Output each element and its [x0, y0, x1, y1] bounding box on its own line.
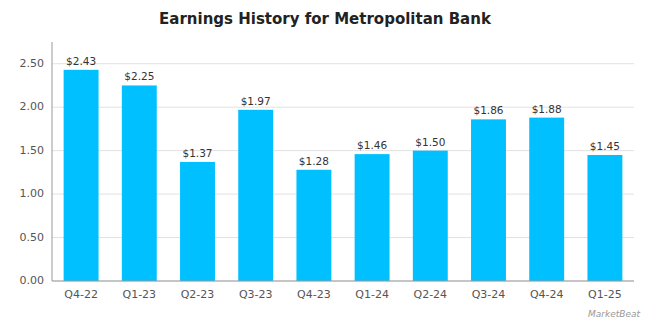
- x-tick-label: Q1-25: [588, 288, 622, 301]
- y-axis-line: [52, 42, 53, 281]
- data-label: $1.50: [415, 136, 445, 148]
- y-axis: 0.00 0.50 1.00 1.50 2.00 2.50: [20, 57, 635, 287]
- bar: [413, 151, 448, 281]
- bar: [238, 110, 273, 281]
- grid-line: [52, 63, 634, 64]
- bar: [355, 154, 390, 281]
- x-tick-label: Q1-24: [355, 288, 389, 301]
- bars: [64, 70, 623, 281]
- annotation: MarketBeat: [588, 309, 640, 319]
- y-tick-label: 1.50: [20, 144, 45, 157]
- bar: [122, 85, 157, 281]
- x-tick-label: Q4-22: [64, 288, 98, 301]
- x-tick-label: Q2-24: [413, 288, 447, 301]
- bar: [529, 118, 564, 281]
- x-tick-label: Q4-24: [530, 288, 564, 301]
- data-label: $1.46: [357, 139, 387, 151]
- data-label: $2.43: [66, 55, 96, 67]
- data-label: $1.37: [182, 147, 212, 159]
- x-tick-label: Q4-23: [297, 288, 331, 301]
- x-axis-line: [52, 281, 634, 282]
- data-label: $1.88: [532, 103, 562, 115]
- y-tick-label: 2.50: [20, 57, 45, 70]
- data-label: $2.25: [124, 70, 154, 82]
- x-tick-label: Q1-23: [122, 288, 156, 301]
- grid-line: [52, 281, 634, 282]
- data-labels: $2.43 $2.25 $1.37 $1.97 $1.28 $1.46 $1.50 $1.86…: [66, 55, 620, 167]
- x-tick-label: Q3-24: [472, 288, 506, 301]
- chart-container: Earnings History for Metropolitan Bank 0.…: [0, 0, 650, 325]
- y-tick-label: 0.00: [20, 274, 45, 287]
- x-tick-label: Q3-23: [239, 288, 273, 301]
- data-label: $1.45: [590, 140, 620, 152]
- y-tick-label: 2.00: [20, 100, 45, 113]
- chart: Earnings History for Metropolitan Bank 0.…: [0, 0, 650, 325]
- x-tick-label: Q2-23: [181, 288, 215, 301]
- y-tick-label: 1.00: [20, 187, 45, 200]
- x-axis: Q4-22 Q1-23 Q2-23 Q3-23 Q4-23 Q1-24 Q2-24 Q3-24…: [64, 288, 621, 301]
- data-label: $1.28: [299, 155, 329, 167]
- bar: [587, 155, 622, 281]
- bar: [471, 119, 506, 281]
- title: Earnings History for Metropolitan Bank: [159, 10, 492, 28]
- bar: [296, 170, 331, 281]
- data-label: $1.97: [241, 95, 271, 107]
- bar: [180, 162, 215, 281]
- y-tick-label: 0.50: [20, 231, 45, 244]
- data-label: $1.86: [473, 104, 503, 116]
- bar: [64, 70, 99, 281]
